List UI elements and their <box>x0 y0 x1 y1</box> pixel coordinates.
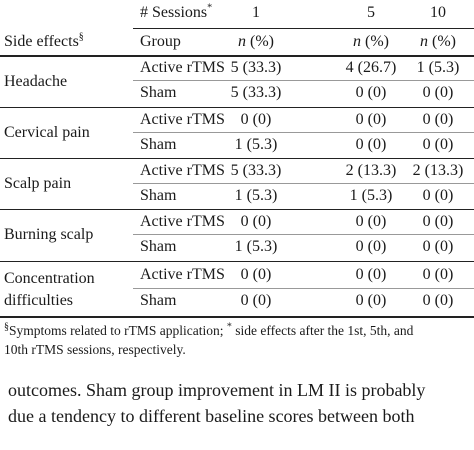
table-cell: 0 (0) <box>355 111 387 128</box>
group-label: Sham <box>140 238 177 255</box>
group-label: Active rTMS <box>140 59 225 76</box>
table-cell: 0 (0) <box>422 84 454 101</box>
group-label: Sham <box>140 292 177 309</box>
n-pct-header-1: n (%) <box>238 33 274 50</box>
effect-scalp-pain: Scalp pain <box>4 175 72 192</box>
group-label: Active rTMS <box>140 111 225 128</box>
side-effects-header: Side effects§ <box>4 31 84 50</box>
table-cell: 1 (5.3) <box>416 59 460 76</box>
table-cell: 0 (0) <box>355 213 387 230</box>
effect-burning-scalp: Burning scalp <box>4 226 94 243</box>
table-cell: 0 (0) <box>422 136 454 153</box>
table-cell: 0 (0) <box>422 238 454 255</box>
effect-cervical-pain: Cervical pain <box>4 124 90 141</box>
table-cell: 0 (0) <box>355 238 387 255</box>
group-label: Sham <box>140 187 177 204</box>
table-cell: 1 (5.3) <box>234 187 278 204</box>
group-label: Active rTMS <box>140 213 225 230</box>
table-cell: 0 (0) <box>355 136 387 153</box>
table-cell: 5 (33.3) <box>230 59 282 76</box>
row-divider <box>133 132 474 133</box>
session-10-header: 10 <box>430 4 446 21</box>
row-divider <box>133 80 474 81</box>
table-cell: 0 (0) <box>422 292 454 309</box>
table-bottom-rule <box>0 316 474 318</box>
group-label: Sham <box>140 136 177 153</box>
table-cell: 0 (0) <box>355 84 387 101</box>
body-paragraph-line: outcomes. Sham group improvement in LM I… <box>8 380 426 400</box>
body-paragraph-line: due a tendency to different baseline sco… <box>8 406 415 426</box>
session-5-header: 5 <box>367 4 375 21</box>
header-rule-top <box>133 28 474 29</box>
table-cell: 5 (33.3) <box>230 84 282 101</box>
table-cell: 0 (0) <box>422 266 454 283</box>
table-cell: 1 (5.3) <box>349 187 393 204</box>
group-divider <box>0 261 474 262</box>
group-divider <box>0 107 474 108</box>
row-divider <box>133 183 474 184</box>
table-cell: 4 (26.7) <box>345 59 397 76</box>
row-divider <box>133 234 474 235</box>
table-cell: 2 (13.3) <box>412 162 464 179</box>
header-rule-bottom <box>0 55 474 57</box>
row-divider <box>133 288 474 289</box>
group-header: Group <box>140 33 181 50</box>
group-label: Active rTMS <box>140 266 225 283</box>
table-cell: 0 (0) <box>422 213 454 230</box>
table-footnote: §Symptoms related to rTMS application; *… <box>4 321 414 357</box>
table-cell: 0 (0) <box>240 266 272 283</box>
table-cell: 0 (0) <box>240 213 272 230</box>
group-label: Active rTMS <box>140 162 225 179</box>
table-cell: 0 (0) <box>240 292 272 309</box>
group-divider <box>0 158 474 159</box>
table-cell: 0 (0) <box>422 111 454 128</box>
table-cell: 1 (5.3) <box>234 136 278 153</box>
table-cell: 0 (0) <box>355 266 387 283</box>
table-cell: 0 (0) <box>422 187 454 204</box>
n-pct-header-10: n (%) <box>420 33 456 50</box>
table-cell: 5 (33.3) <box>230 162 282 179</box>
table-cell: 2 (13.3) <box>345 162 397 179</box>
n-pct-header-5: n (%) <box>353 33 389 50</box>
table-cell: 0 (0) <box>355 292 387 309</box>
table-cell: 1 (5.3) <box>234 238 278 255</box>
group-divider <box>0 209 474 210</box>
effect-headache: Headache <box>4 73 68 90</box>
group-label: Sham <box>140 84 177 101</box>
table-cell: 0 (0) <box>240 111 272 128</box>
effect-concentration-difficulties: Concentration difficulties <box>4 270 95 309</box>
session-1-header: 1 <box>252 4 260 21</box>
sessions-header: # Sessions* <box>140 2 213 21</box>
